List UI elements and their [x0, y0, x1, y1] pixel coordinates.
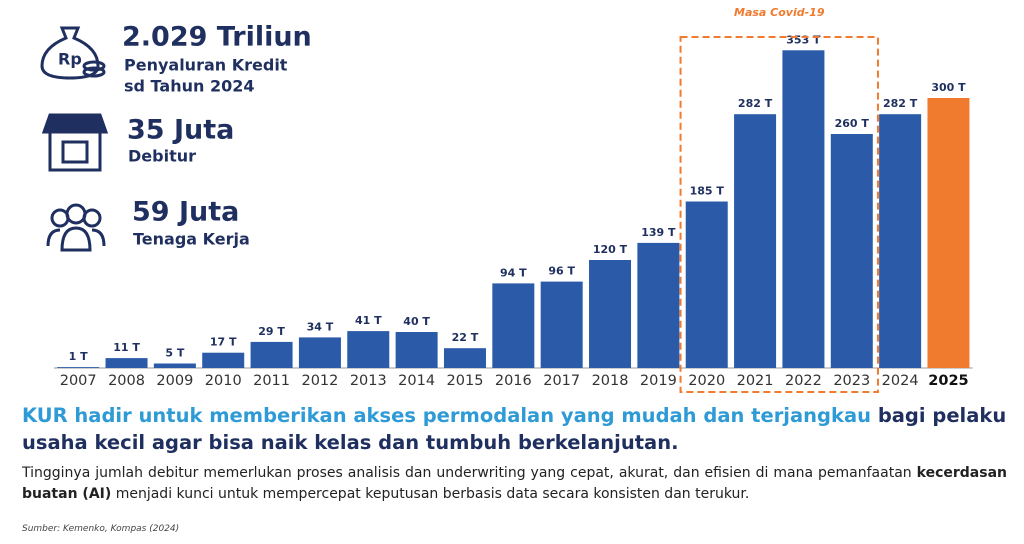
body-text: Tingginya jumlah debitur memerlukan pros…: [22, 463, 1007, 505]
stat-label: Penyaluran Kredit: [124, 56, 288, 75]
x-tick-label: 2021: [737, 373, 774, 389]
bar: [830, 134, 873, 368]
x-tick-label: 2007: [60, 373, 97, 389]
value-label: 282 T: [883, 97, 918, 110]
highlight-box: [679, 36, 879, 393]
x-tick-label: 2023: [833, 373, 870, 389]
stat-label: Tenaga Kerja: [133, 230, 250, 249]
bar: [153, 363, 196, 368]
bar: [782, 50, 825, 369]
x-tick-label: 2011: [253, 373, 290, 389]
bar: [395, 332, 438, 368]
value-label: 17 T: [210, 336, 237, 349]
body-text-part: Tingginya jumlah debitur memerlukan pros…: [22, 465, 912, 481]
x-tick-label: 2019: [640, 373, 677, 389]
bar: [347, 331, 390, 368]
value-label: 282 T: [738, 97, 773, 110]
bar: [492, 283, 535, 368]
x-tick-label: 2025: [928, 373, 968, 389]
value-label: 260 T: [835, 117, 870, 130]
x-tick-label: 2024: [882, 373, 919, 389]
x-tick-label: 2015: [447, 373, 484, 389]
bar: [879, 114, 922, 368]
value-label: 1 T: [69, 350, 88, 363]
x-tick-label: 2008: [108, 373, 145, 389]
x-tick-label: 2014: [398, 373, 435, 389]
x-tick-label: 2017: [543, 373, 580, 389]
value-label: 120 T: [593, 243, 628, 256]
value-label: 40 T: [403, 315, 430, 328]
value-label: 34 T: [307, 320, 334, 333]
value-label: 353 T: [786, 33, 821, 46]
value-label: 22 T: [452, 331, 479, 344]
bar: [540, 281, 583, 368]
body-bold: kecerdasan buatan (AI): [22, 465, 1007, 502]
stat-value: 35 Juta: [127, 115, 234, 146]
source: Sumber: Kemenko, Kompas (2024): [22, 524, 180, 534]
value-label: 94 T: [500, 266, 527, 279]
value-label: 96 T: [548, 265, 575, 278]
bar: [734, 114, 777, 368]
bar: [250, 341, 293, 368]
value-label: 139 T: [641, 226, 676, 239]
icon-shop: [41, 113, 109, 172]
svg-text:Rp: Rp: [58, 50, 82, 69]
headline-highlight: KUR hadir untuk memberikan akses permoda…: [22, 404, 872, 427]
headline: KUR hadir untuk memberikan akses permoda…: [22, 402, 1012, 456]
value-label: 5 T: [165, 347, 184, 360]
bar: [298, 337, 341, 368]
bar: [105, 358, 148, 368]
x-tick-label: 2010: [205, 373, 242, 389]
x-tick-label: 2020: [688, 373, 725, 389]
stat-label: Debitur: [128, 147, 196, 166]
bar: [637, 242, 680, 368]
bar: [57, 367, 100, 368]
value-label: 41 T: [355, 314, 382, 327]
bar: [927, 98, 970, 368]
stat-value: 59 Juta: [132, 197, 239, 228]
highlight-label: Masa Covid-19: [734, 6, 825, 19]
x-tick-label: 2016: [495, 373, 532, 389]
stat-label: sd Tahun 2024: [124, 77, 254, 96]
value-label: 185 T: [690, 185, 725, 198]
headline-rest: bagi pelaku usaha kecil agar bisa naik k…: [22, 404, 1007, 454]
value-label: 300 T: [931, 81, 966, 94]
body-text-part: menjadi kunci untuk mempercepat keputusa…: [115, 486, 750, 502]
bar: [443, 348, 486, 368]
icon-people: [46, 203, 106, 252]
value-label: 11 T: [113, 341, 140, 354]
bar: [202, 352, 245, 368]
x-tick-label: 2018: [592, 373, 629, 389]
icon-money-bag: Rp: [40, 26, 106, 80]
stat-value: 2.029 Triliun: [122, 22, 312, 53]
x-tick-label: 2013: [350, 373, 387, 389]
x-tick-label: 2022: [785, 373, 822, 389]
x-tick-label: 2012: [301, 373, 338, 389]
bar: [685, 201, 728, 368]
value-label: 29 T: [258, 325, 285, 338]
x-tick-label: 2009: [156, 373, 193, 389]
chart: Rp 2.029 Triliun Penyaluran Kredit sd Ta…: [40, 6, 973, 393]
bar: [589, 260, 632, 368]
